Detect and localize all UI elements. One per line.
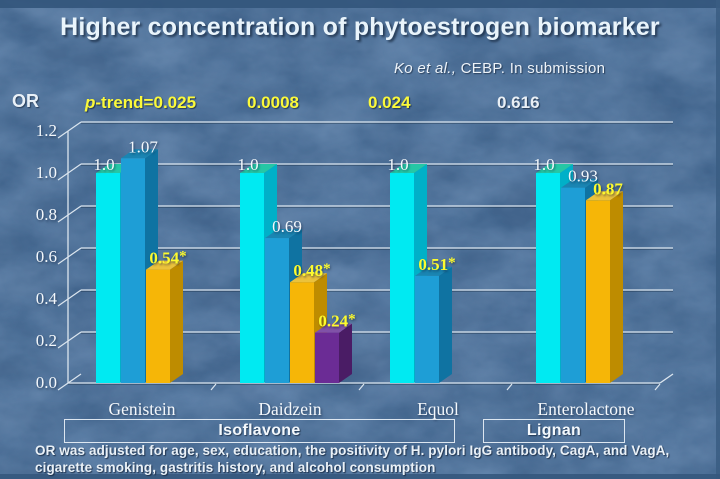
slide-right-border (716, 0, 720, 479)
y-axis-tick (57, 205, 82, 223)
bar-daidzein-1 (265, 238, 289, 383)
bar-top-daidzein-1 (265, 229, 302, 239)
y-axis-tick (57, 373, 82, 391)
bar-top-daidzein-0 (240, 164, 277, 173)
bar-top-daidzein-2 (290, 273, 327, 283)
bar-daidzein-0 (240, 173, 264, 383)
category-tick (358, 383, 365, 391)
bar-enterolactone-1 (561, 187, 585, 383)
bar-top-enterolactone-2 (586, 191, 623, 201)
y-axis-tick (57, 121, 82, 139)
bar-genistein-2 (146, 269, 170, 383)
p-trend-value-genistein: 0.025 (153, 93, 197, 112)
citation-authors: Ko et al., (394, 60, 457, 77)
p-trend-prefix: -trend= (95, 93, 154, 112)
bar-side-enterolactone-2 (610, 191, 623, 383)
category-tick (654, 383, 661, 391)
bar-daidzein-3 (315, 332, 339, 383)
bar-value-label-genistein-0: 1.0 (93, 155, 114, 174)
slide-bottom-border (0, 474, 720, 479)
bar-top-genistein-2 (146, 260, 183, 270)
bar-value-label-daidzein-0: 1.0 (237, 155, 258, 174)
bar-top-equol-1 (415, 266, 452, 276)
y-axis-tick (57, 163, 82, 181)
p-trend-genistein: p-trend=0.025 (85, 93, 196, 113)
bar-top-genistein-1 (121, 149, 158, 159)
y-axis-tick (57, 247, 82, 265)
y-tick-label: 0.2 (36, 331, 57, 350)
bar-value-label-enterolactone-1: 0.93 (568, 167, 598, 186)
bar-top-enterolactone-0 (536, 164, 573, 173)
bar-value-label-enterolactone-0: 1.0 (533, 155, 554, 174)
y-tick-label: 0.8 (36, 205, 57, 224)
bar-value-label-equol-1: 0.51* (418, 255, 455, 274)
p-trend-value-enterolactone: 0.616 (497, 93, 540, 112)
y-axis-title: OR (12, 91, 39, 111)
y-tick-label: 0.0 (36, 373, 57, 392)
group-box-isoflavone-label: Isoflavone (218, 422, 301, 439)
citation-journal: CEBP. In submission (456, 60, 606, 77)
p-symbol: p (85, 93, 96, 112)
bar-value-label-daidzein-2: 0.48* (293, 261, 330, 280)
category-label-genistein: Genistein (108, 399, 175, 419)
slide-title: Higher concentration of phytoestrogen bi… (60, 13, 660, 41)
bar-genistein-1 (121, 158, 145, 383)
bar-enterolactone-0 (536, 173, 560, 383)
footnote-line-2: cigarette smoking, gastritis history, an… (35, 459, 436, 475)
y-tick-label: 0.4 (36, 289, 58, 308)
category-tick (506, 383, 513, 391)
slide-top-border (0, 0, 720, 8)
bar-equol-0 (390, 173, 414, 383)
y-tick-label: 0.6 (36, 247, 57, 266)
y-axis-tick (57, 289, 82, 307)
citation: Ko et al., CEBP. In submission (394, 60, 605, 77)
bar-top-equol-0 (390, 164, 427, 173)
bar-side-genistein-2 (170, 260, 183, 383)
bar-top-enterolactone-1 (561, 178, 598, 188)
footnote-line-1: OR was adjusted for age, sex, education,… (35, 443, 670, 458)
group-box-lignan: Lignan (483, 419, 625, 443)
bar-equol-1 (415, 275, 439, 383)
category-label-daidzein: Daidzein (258, 399, 321, 419)
y-tick-label: 1.0 (36, 163, 57, 182)
footnote: OR was adjusted for age, sex, education,… (35, 443, 717, 476)
bar-genistein-0 (96, 173, 120, 383)
y-axis-tick (57, 331, 82, 349)
x-axis-end-diagonal (659, 373, 674, 384)
bar-side-daidzein-3 (339, 323, 352, 383)
bar-value-label-daidzein-3: 0.24* (318, 312, 355, 331)
category-label-enterolactone: Enterolactone (537, 399, 634, 419)
bar-value-label-genistein-2: 0.54* (149, 249, 186, 268)
p-trend-value-daidzein: 0.0008 (247, 93, 299, 112)
bar-daidzein-2 (290, 282, 314, 383)
p-trend-value-equol: 0.024 (368, 93, 411, 112)
bar-enterolactone-2 (586, 200, 610, 383)
bar-value-label-daidzein-1: 0.69 (272, 217, 302, 236)
category-tick (210, 383, 217, 391)
y-tick-label: 1.2 (36, 121, 57, 140)
category-label-equol: Equol (417, 399, 459, 419)
group-box-lignan-label: Lignan (526, 422, 582, 439)
bar-value-label-equol-0: 1.0 (387, 155, 408, 174)
bar-value-label-enterolactone-2: 0.87 (593, 179, 623, 198)
bar-top-daidzein-3 (315, 323, 352, 333)
group-box-isoflavone: Isoflavone (64, 419, 455, 443)
bar-side-equol-1 (439, 266, 452, 383)
bar-value-label-genistein-1: 1.07 (128, 137, 158, 156)
